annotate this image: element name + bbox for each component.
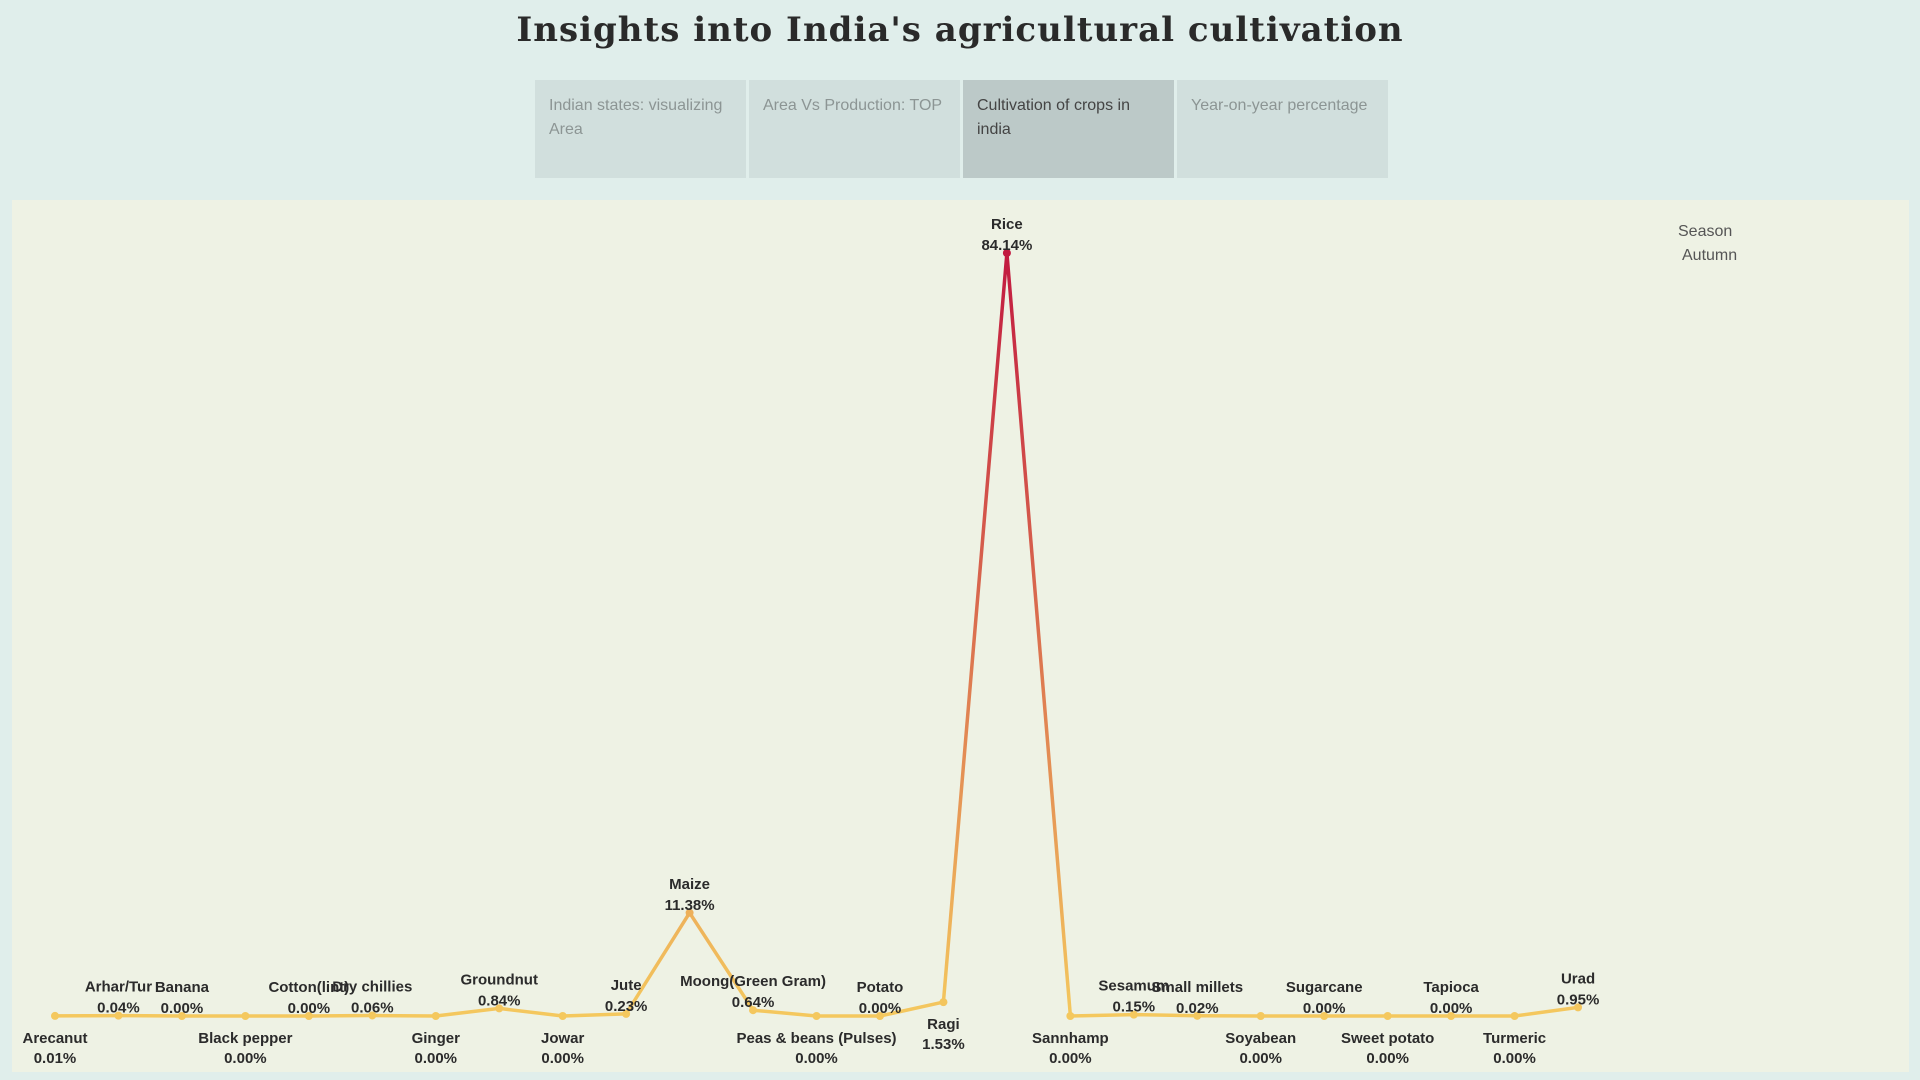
value-label-potato: 0.00% bbox=[859, 1000, 902, 1017]
category-label-maize: Maize bbox=[669, 876, 710, 893]
category-label-dry-chillies: Dry chillies bbox=[332, 978, 412, 995]
legend-season-value[interactable]: Autumn bbox=[1682, 247, 1738, 264]
data-point-urad[interactable] bbox=[1574, 1003, 1583, 1012]
data-point-sannhamp[interactable] bbox=[1066, 1012, 1075, 1020]
value-label-sugarcane: 0.00% bbox=[1303, 1000, 1346, 1017]
value-label-ginger: 0.00% bbox=[414, 1050, 457, 1067]
data-point-banana[interactable] bbox=[177, 1012, 186, 1020]
data-point-sesamum[interactable] bbox=[1129, 1010, 1138, 1019]
category-label-cotton-lint: Cotton(lint) bbox=[268, 979, 349, 996]
category-label-tapioca: Tapioca bbox=[1423, 979, 1479, 996]
value-label-tapioca: 0.00% bbox=[1430, 1000, 1473, 1017]
value-label-rice: 84.14% bbox=[981, 237, 1032, 254]
category-label-arecanut: Arecanut bbox=[22, 1030, 87, 1047]
value-label-arhar-tur: 0.04% bbox=[97, 1000, 140, 1017]
category-label-urad: Urad bbox=[1561, 970, 1595, 987]
data-point-jowar[interactable] bbox=[558, 1012, 567, 1020]
category-label-small-millets: Small millets bbox=[1151, 979, 1243, 996]
data-point-sweet-potato[interactable] bbox=[1383, 1012, 1392, 1020]
value-label-soyabean: 0.00% bbox=[1239, 1050, 1282, 1067]
category-label-banana: Banana bbox=[155, 979, 210, 996]
data-point-peas-beans-pulses[interactable] bbox=[812, 1012, 821, 1020]
data-point-turmeric[interactable] bbox=[1510, 1012, 1519, 1020]
data-point-tapioca[interactable] bbox=[1447, 1012, 1456, 1020]
value-label-ragi: 1.53% bbox=[922, 1036, 965, 1053]
data-point-sugarcane[interactable] bbox=[1320, 1012, 1329, 1020]
category-label-turmeric: Turmeric bbox=[1483, 1030, 1546, 1047]
value-label-peas-beans-pulses: 0.00% bbox=[795, 1050, 838, 1067]
value-label-sweet-potato: 0.00% bbox=[1366, 1050, 1409, 1067]
data-point-cotton-lint[interactable] bbox=[304, 1012, 313, 1020]
category-label-ginger: Ginger bbox=[412, 1030, 461, 1047]
data-point-arecanut[interactable] bbox=[51, 1011, 59, 1020]
category-label-potato: Potato bbox=[857, 979, 904, 996]
tab-year-on-year[interactable]: Year-on-year percentage bbox=[1177, 80, 1388, 178]
value-label-sannhamp: 0.00% bbox=[1049, 1050, 1092, 1067]
legend-title: Season bbox=[1678, 223, 1733, 240]
category-label-ragi: Ragi bbox=[927, 1016, 960, 1033]
value-label-sesamum: 0.15% bbox=[1113, 999, 1156, 1016]
value-label-moong-green-gram: 0.64% bbox=[732, 994, 775, 1011]
value-label-arecanut: 0.01% bbox=[34, 1050, 77, 1067]
dashboard-title: Insights into India's agricultural culti… bbox=[516, 10, 1404, 50]
value-label-small-millets: 0.02% bbox=[1176, 1000, 1219, 1017]
data-point-arhar-tur[interactable] bbox=[114, 1011, 123, 1020]
category-label-soyabean: Soyabean bbox=[1225, 1030, 1296, 1047]
data-point-moong-green-gram[interactable] bbox=[749, 1006, 758, 1015]
category-label-arhar-tur: Arhar/Tur bbox=[85, 979, 152, 996]
category-label-groundnut: Groundnut bbox=[460, 971, 537, 988]
value-label-urad: 0.95% bbox=[1557, 991, 1600, 1008]
value-label-groundnut: 0.84% bbox=[478, 992, 521, 1009]
category-label-jute: Jute bbox=[611, 977, 642, 994]
tab-cultivation-of-crops[interactable]: Cultivation of crops in india bbox=[963, 80, 1174, 178]
category-label-moong-green-gram: Moong(Green Gram) bbox=[680, 973, 826, 990]
data-point-rice[interactable] bbox=[1002, 249, 1011, 257]
data-point-ragi[interactable] bbox=[939, 998, 948, 1007]
category-label-sannhamp: Sannhamp bbox=[1032, 1030, 1109, 1047]
value-label-jute: 0.23% bbox=[605, 998, 648, 1015]
data-point-potato[interactable] bbox=[875, 1012, 884, 1020]
value-label-black-pepper: 0.00% bbox=[224, 1050, 267, 1067]
data-point-small-millets[interactable] bbox=[1193, 1011, 1202, 1020]
tab-indian-states[interactable]: Indian states: visualizing Area bbox=[535, 80, 746, 178]
data-point-ginger[interactable] bbox=[431, 1012, 440, 1020]
category-label-sugarcane: Sugarcane bbox=[1286, 979, 1363, 996]
data-point-dry-chillies[interactable] bbox=[368, 1011, 377, 1020]
crop-series-line bbox=[54, 251, 1579, 1018]
value-label-turmeric: 0.00% bbox=[1493, 1050, 1536, 1067]
value-label-maize: 11.38% bbox=[665, 897, 715, 914]
season-legend: Season Autumn bbox=[1678, 220, 1737, 268]
category-label-sweet-potato: Sweet potato bbox=[1341, 1030, 1434, 1047]
data-point-jute[interactable] bbox=[622, 1009, 631, 1018]
category-label-jowar: Jowar bbox=[541, 1030, 585, 1047]
value-label-cotton-lint: 0.00% bbox=[288, 1000, 331, 1017]
chart-panel bbox=[12, 200, 1909, 1072]
category-label-peas-beans-pulses: Peas & beans (Pulses) bbox=[736, 1030, 896, 1047]
tab-area-vs-production[interactable]: Area Vs Production: TOP bbox=[749, 80, 960, 178]
category-label-black-pepper: Black pepper bbox=[198, 1030, 292, 1047]
value-label-jowar: 0.00% bbox=[541, 1050, 584, 1067]
value-label-dry-chillies: 0.06% bbox=[351, 999, 394, 1016]
data-point-black-pepper[interactable] bbox=[241, 1012, 250, 1020]
data-point-groundnut[interactable] bbox=[495, 1004, 504, 1013]
tab-bar: Indian states: visualizing Area Area Vs … bbox=[535, 80, 1388, 178]
data-point-maize[interactable] bbox=[685, 908, 694, 917]
data-point-soyabean[interactable] bbox=[1256, 1012, 1265, 1020]
value-label-banana: 0.00% bbox=[161, 1000, 204, 1017]
category-label-sesamum: Sesamum bbox=[1098, 978, 1169, 995]
category-label-rice: Rice bbox=[991, 216, 1023, 233]
